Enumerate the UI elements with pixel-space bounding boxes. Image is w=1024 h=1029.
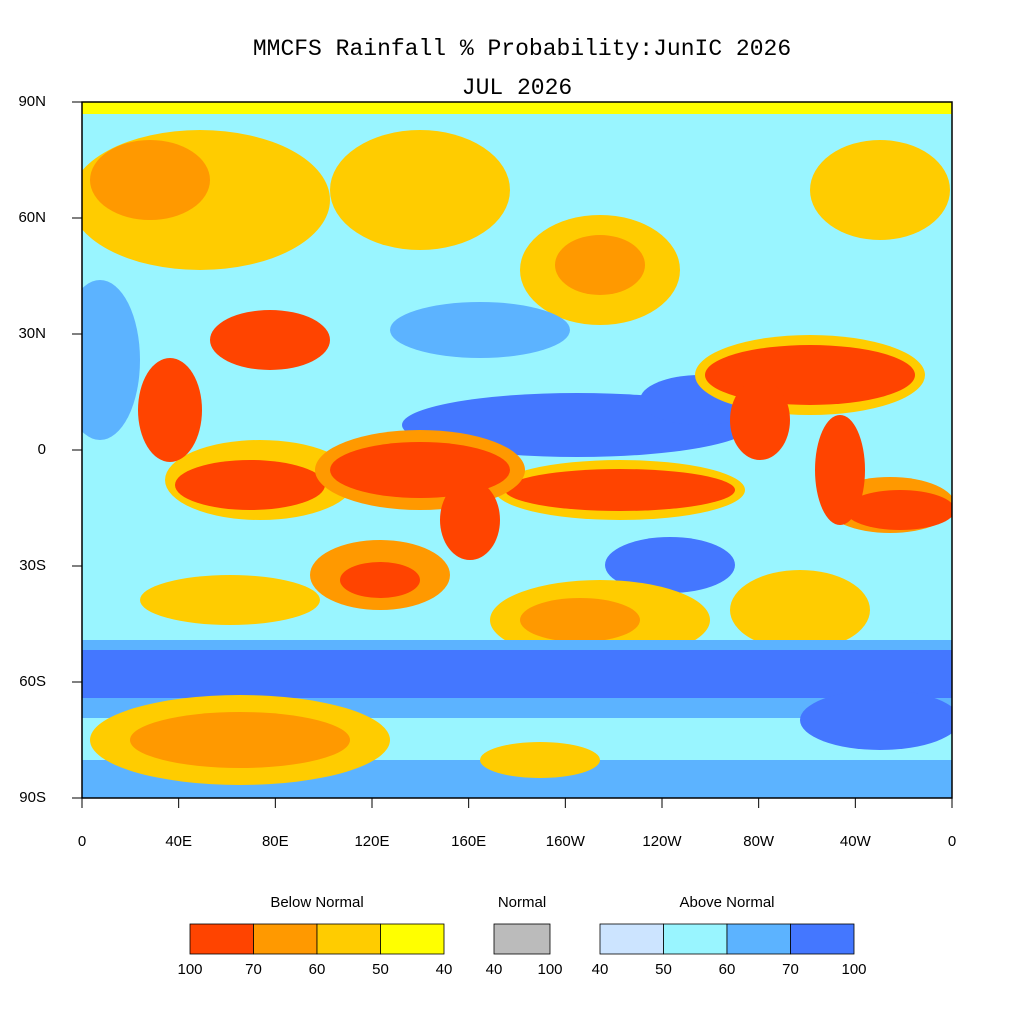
legend-swatch [599, 923, 664, 955]
legend-swatch [189, 923, 254, 955]
lon-tick-label: 120E [354, 833, 389, 850]
legend-swatch [316, 923, 381, 955]
lat-tick-label: 60N [18, 209, 46, 226]
title: MMCFS Rainfall % Probability:JunIC 2026 [253, 36, 791, 62]
legend-swatch [663, 923, 728, 955]
legend-swatch [726, 923, 791, 955]
lat-tick-label: 30S [19, 557, 46, 574]
legend: Below Normal 100 70 60 50 40 Normal 40 100 Above … [177, 894, 866, 978]
lon-tick-label: 40E [165, 833, 192, 850]
subtitle: JUL 2026 [462, 75, 572, 101]
lon-tick-label: 80W [743, 833, 775, 850]
lat-tick-label: 60S [19, 673, 46, 690]
lat-tick-label: 90S [19, 789, 46, 806]
lon-tick-label: 120W [642, 833, 682, 850]
legend-bound-label: 50 [655, 961, 672, 978]
map-field [82, 102, 952, 798]
lon-tick-label: 0 [78, 833, 86, 850]
legend-bound-label: 100 [177, 961, 202, 978]
legend-bound-label: 100 [841, 961, 866, 978]
legend-swatch [253, 923, 318, 955]
lat-tick-label: 30N [18, 325, 46, 342]
legend-bound-label: 40 [486, 961, 503, 978]
lat-tick-label: 90N [18, 93, 46, 110]
legend-bound-label: 40 [592, 961, 609, 978]
lon-tick-label: 40W [840, 833, 872, 850]
axes: 90N 60N 30N 0 30S 60S 90S 0 40E 80E 120E 160E 160W 12… [18, 93, 956, 850]
lon-tick-label: 80E [262, 833, 289, 850]
legend-swatch [380, 923, 445, 955]
legend-group-title: Normal [498, 894, 546, 911]
legend-bound-label: 70 [782, 961, 799, 978]
lon-tick-label: 0 [948, 833, 956, 850]
legend-bound-label: 50 [372, 961, 389, 978]
legend-swatch [493, 923, 551, 955]
legend-bound-label: 70 [245, 961, 262, 978]
legend-bound-label: 40 [436, 961, 453, 978]
legend-bound-label: 60 [309, 961, 326, 978]
lon-tick-label: 160W [546, 833, 586, 850]
legend-bound-label: 60 [719, 961, 736, 978]
legend-swatch [790, 923, 855, 955]
lon-tick-label: 160E [451, 833, 486, 850]
lat-tick-label: 0 [38, 441, 46, 458]
legend-group-title: Above Normal [679, 894, 774, 911]
legend-group-title: Below Normal [270, 894, 363, 911]
legend-bound-label: 100 [537, 961, 562, 978]
